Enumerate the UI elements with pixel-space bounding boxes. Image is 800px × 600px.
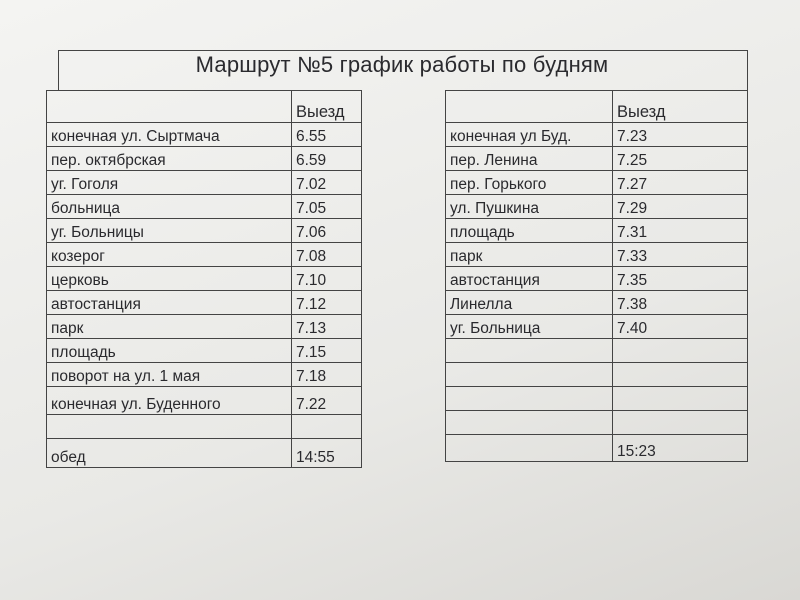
departure-time: 7.02 (291, 170, 362, 195)
empty-cell (445, 90, 613, 123)
table-row: поворот на ул. 1 мая 7.18 (46, 362, 362, 387)
stop-name: площадь (445, 218, 613, 243)
departure-time: 7.27 (612, 170, 748, 195)
stop-name: уг. Больницы (46, 218, 292, 243)
schedule-frame (58, 50, 748, 91)
departure-time: 7.38 (612, 290, 748, 315)
departure-time: 7.18 (291, 362, 362, 387)
empty-cell (46, 414, 292, 439)
schedule-table-left: Выезд конечная ул. Сыртмача 6.55 пер. октяб… (46, 90, 362, 468)
departure-time: 7.25 (612, 146, 748, 171)
last-row: 15:23 (445, 434, 748, 462)
departure-time: 6.55 (291, 122, 362, 147)
empty-cell (445, 410, 613, 435)
table-row: уг. Гоголя 7.02 (46, 170, 362, 195)
departure-time: 6.59 (291, 146, 362, 171)
empty-cell (445, 362, 613, 387)
departure-time: 7.31 (612, 218, 748, 243)
stop-name: Линелла (445, 290, 613, 315)
header-row: Выезд (46, 90, 362, 123)
stop-name: пер. Горького (445, 170, 613, 195)
schedule-table-right: Выезд конечная ул Буд. 7.23 пер. Ленина 7.25… (445, 90, 748, 462)
empty-cell (46, 90, 292, 123)
table-row (445, 410, 748, 435)
table-row: автостанция 7.12 (46, 290, 362, 315)
column-header: Выезд (612, 90, 748, 123)
empty-cell (445, 338, 613, 363)
table-row: ул. Пушкина 7.29 (445, 194, 748, 219)
table-row: парк 7.13 (46, 314, 362, 339)
table-row: Линелла 7.38 (445, 290, 748, 315)
empty-cell (612, 362, 748, 387)
page-title: Маршрут №5 график работы по будням (195, 52, 609, 77)
stop-name: козерог (46, 242, 292, 267)
stop-name: пер. октябрская (46, 146, 292, 171)
table-row: уг. Больница 7.40 (445, 314, 748, 339)
table-row: конечная ул. Буденного 7.22 (46, 386, 362, 415)
empty-cell (291, 414, 362, 439)
stop-name: конечная ул Буд. (445, 122, 613, 147)
table-row (445, 362, 748, 387)
table-row (46, 414, 362, 439)
departure-time: 7.29 (612, 194, 748, 219)
table-row: больница 7.05 (46, 194, 362, 219)
empty-cell (612, 410, 748, 435)
table-row: пер. Ленина 7.25 (445, 146, 748, 171)
stop-name: пер. Ленина (445, 146, 613, 171)
empty-cell (445, 434, 613, 462)
table-row: церковь 7.10 (46, 266, 362, 291)
column-header: Выезд (291, 90, 362, 123)
departure-time: 7.23 (612, 122, 748, 147)
table-row: конечная ул. Сыртмача 6.55 (46, 122, 362, 147)
stop-name: уг. Гоголя (46, 170, 292, 195)
departure-time: 7.35 (612, 266, 748, 291)
stop-name: парк (445, 242, 613, 267)
departure-time: 7.22 (291, 386, 362, 415)
departure-time: 7.08 (291, 242, 362, 267)
empty-cell (445, 386, 613, 411)
header-row: Выезд (445, 90, 748, 123)
departure-time: 7.06 (291, 218, 362, 243)
stop-name: площадь (46, 338, 292, 363)
departure-time: 7.13 (291, 314, 362, 339)
stop-name: больница (46, 194, 292, 219)
departure-time: 7.10 (291, 266, 362, 291)
departure-time: 15:23 (612, 434, 748, 462)
stop-name: уг. Больница (445, 314, 613, 339)
table-row: уг. Больницы 7.06 (46, 218, 362, 243)
table-row (445, 386, 748, 411)
stop-name: автостанция (46, 290, 292, 315)
stop-name: ул. Пушкина (445, 194, 613, 219)
table-row: автостанция 7.35 (445, 266, 748, 291)
stop-name: конечная ул. Сыртмача (46, 122, 292, 147)
empty-cell (612, 386, 748, 411)
table-row: конечная ул Буд. 7.23 (445, 122, 748, 147)
departure-time: 7.40 (612, 314, 748, 339)
departure-time: 7.12 (291, 290, 362, 315)
stop-name: церковь (46, 266, 292, 291)
table-row: площадь 7.15 (46, 338, 362, 363)
stop-name: парк (46, 314, 292, 339)
empty-cell (612, 338, 748, 363)
departure-time: 7.15 (291, 338, 362, 363)
departure-time: 7.05 (291, 194, 362, 219)
table-row: площадь 7.31 (445, 218, 748, 243)
stop-name: обед (46, 438, 292, 468)
stop-name: конечная ул. Буденного (46, 386, 292, 415)
stop-name: автостанция (445, 266, 613, 291)
departure-time: 14:55 (291, 438, 362, 468)
departure-time: 7.33 (612, 242, 748, 267)
table-row: пер. Горького 7.27 (445, 170, 748, 195)
stop-name: поворот на ул. 1 мая (46, 362, 292, 387)
lunch-row: обед 14:55 (46, 438, 362, 468)
table-row: козерог 7.08 (46, 242, 362, 267)
table-row: парк 7.33 (445, 242, 748, 267)
table-row: пер. октябрская 6.59 (46, 146, 362, 171)
table-row (445, 338, 748, 363)
